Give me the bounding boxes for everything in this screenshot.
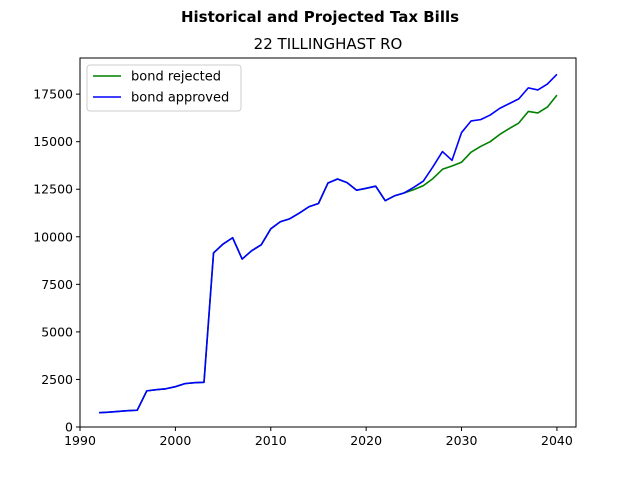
y-tick-label: 10000	[33, 229, 73, 244]
chart-suptitle: Historical and Projected Tax Bills	[181, 8, 459, 26]
y-tick-label: 17500	[33, 87, 73, 102]
y-tick-label: 7500	[41, 277, 73, 292]
y-tick-label: 12500	[33, 182, 73, 197]
x-axis: 1990 2000 2010 2020 2030 2040	[64, 427, 573, 448]
y-tick-label: 0	[65, 420, 73, 435]
legend: bond rejected bond approved	[86, 64, 242, 112]
x-tick-label: 2000	[159, 433, 191, 448]
x-tick-label: 1990	[64, 433, 96, 448]
legend-label: bond rejected	[131, 70, 221, 85]
plot-area-frame	[79, 57, 577, 428]
legend-label: bond approved	[131, 91, 229, 106]
x-tick-label: 2040	[541, 433, 573, 448]
y-tick-label: 15000	[33, 134, 73, 149]
y-tick-label: 5000	[41, 324, 73, 339]
x-tick-label: 2020	[350, 433, 382, 448]
series-lines	[99, 73, 558, 414]
x-tick-label: 2010	[255, 433, 287, 448]
chart-title: 22 TILLINGHAST RO	[254, 35, 403, 53]
legend-box	[86, 64, 242, 112]
x-tick-label: 2030	[446, 433, 478, 448]
series-line-bond-rejected	[99, 94, 558, 414]
y-tick-label: 2500	[41, 372, 73, 387]
y-axis: 0 2500 5000 7500 10000 12500 15000 17500	[33, 87, 80, 435]
series-line-bond-approved	[99, 73, 558, 414]
